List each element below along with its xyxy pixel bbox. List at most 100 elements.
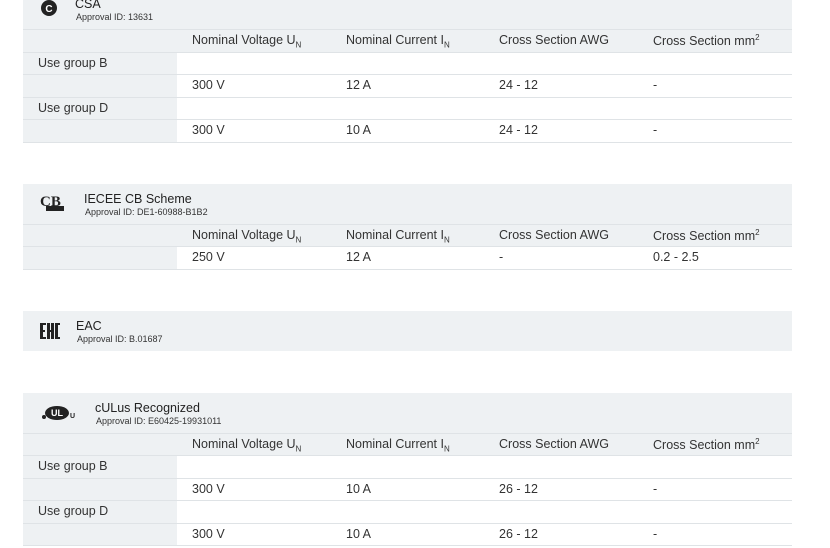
column-header-text: Cross Section AWG — [499, 436, 609, 451]
row-line — [23, 522, 792, 524]
column-header: Cross Section AWG — [499, 33, 609, 47]
value-cell: 250 V — [192, 250, 225, 264]
value-cell: 300 V — [192, 481, 225, 496]
column-header-sub: N — [443, 444, 450, 453]
row-line — [23, 477, 792, 479]
column-header-sup: 2 — [755, 227, 760, 237]
column-header-text: Nominal Voltage U — [192, 227, 296, 242]
column-header: Nominal Voltage UN — [192, 228, 301, 245]
column-header: Nominal Voltage UN — [192, 33, 301, 50]
label-cell — [23, 455, 177, 478]
approval-name: EAC — [76, 318, 102, 333]
column-header: Nominal Current IN — [346, 228, 450, 245]
row-line — [23, 223, 792, 225]
value-cell: - — [653, 481, 658, 496]
value-cell: 10 A — [346, 526, 372, 541]
column-header-text: Cross Section mm — [653, 437, 756, 452]
column-header-text: Cross Section mm — [653, 34, 756, 49]
svg-text:UL: UL — [51, 408, 63, 418]
value-cell: 26 - 12 — [499, 481, 538, 496]
row-line — [23, 141, 792, 143]
approval-id: Approval ID: E60425-19931011 — [96, 415, 222, 426]
label-cell — [23, 477, 177, 500]
label-cell — [23, 51, 177, 74]
group-label: Use group D — [38, 504, 109, 518]
row-line — [23, 96, 792, 98]
approval-logo: C — [41, 0, 57, 16]
svg-text:US: US — [70, 413, 75, 420]
label-cell — [23, 522, 177, 545]
label-cell — [23, 246, 177, 269]
column-header: Nominal Current IN — [346, 33, 450, 50]
column-header-sub: N — [443, 40, 450, 50]
approval-logo: UL US — [42, 405, 75, 420]
row-line — [23, 545, 792, 546]
value-cell: 10 A — [346, 123, 372, 137]
value-cell: 24 - 12 — [499, 78, 538, 92]
column-header-sub: N — [443, 235, 450, 244]
svg-text:C: C — [45, 4, 52, 15]
approval-name: IECEE CB Scheme — [84, 191, 192, 206]
value-cell: 10 A — [346, 481, 372, 496]
column-header-row — [23, 223, 792, 246]
value-cell: - — [653, 78, 658, 92]
approval-id: Approval ID: 13631 — [76, 12, 154, 22]
approval-header: CB IECEE CB Scheme Approval ID: DE1-60988-… — [23, 183, 792, 224]
column-header: Cross Section mm2 — [653, 228, 760, 243]
approval-id: Approval ID: B.01687 — [77, 333, 163, 344]
row-line — [23, 500, 792, 501]
row-line — [23, 51, 792, 53]
column-header-text: Nominal Voltage U — [192, 436, 296, 451]
column-header-sub: N — [295, 40, 302, 50]
group-label: Use group D — [38, 100, 109, 115]
column-header-sup: 2 — [755, 33, 760, 42]
group-label: Use group B — [38, 55, 108, 70]
column-header-text: Cross Section mm — [653, 228, 756, 243]
column-header-text: Cross Section AWG — [499, 227, 609, 242]
label-cell — [23, 96, 177, 119]
row-line — [23, 432, 792, 434]
row-line — [23, 268, 792, 270]
row-line — [23, 119, 792, 120]
value-cell: 24 - 12 — [499, 123, 538, 137]
approval-header: EAC Approval ID: B.01687 — [23, 310, 792, 351]
column-header-text: Nominal Current I — [346, 227, 444, 242]
value-cell: 300 V — [192, 123, 225, 137]
approval-name: cULus Recognized — [95, 400, 200, 415]
approval-name: CSA — [75, 0, 101, 11]
column-header: Cross Section AWG — [499, 437, 609, 451]
value-cell: 12 A — [346, 250, 372, 264]
column-header-sup: 2 — [755, 436, 760, 446]
column-header-sub: N — [295, 235, 302, 244]
value-cell: 0.2 - 2.5 — [653, 250, 699, 264]
approval-logo: CB — [40, 194, 64, 211]
value-cell: 12 A — [346, 78, 372, 92]
approval-logo — [40, 322, 60, 339]
label-cell — [23, 74, 177, 97]
label-cell — [23, 119, 177, 142]
column-header-text: Nominal Current I — [346, 436, 444, 451]
row-line — [23, 29, 792, 30]
value-cell: 26 - 12 — [499, 526, 538, 541]
label-cell — [23, 500, 177, 523]
column-header: Cross Section mm2 — [653, 437, 760, 452]
column-header-text: Nominal Voltage U — [192, 33, 296, 47]
column-header-text: Nominal Current I — [346, 33, 444, 47]
row-line — [23, 246, 792, 247]
column-header-sub: N — [295, 444, 302, 453]
row-line — [23, 74, 792, 75]
value-cell: - — [653, 123, 658, 137]
value-cell: 300 V — [192, 78, 225, 92]
column-header: Cross Section mm2 — [653, 33, 760, 48]
column-header: Nominal Current IN — [346, 437, 450, 454]
column-header-row — [23, 29, 792, 52]
column-header: Cross Section AWG — [499, 228, 609, 242]
value-cell: - — [653, 526, 658, 541]
value-cell: 300 V — [192, 526, 225, 541]
approval-id: Approval ID: DE1-60988-B1B2 — [85, 206, 208, 217]
column-header-row — [23, 432, 792, 455]
approval-header: C CSA Approval ID: 13631 — [23, 0, 792, 29]
value-cell: - — [499, 250, 504, 264]
